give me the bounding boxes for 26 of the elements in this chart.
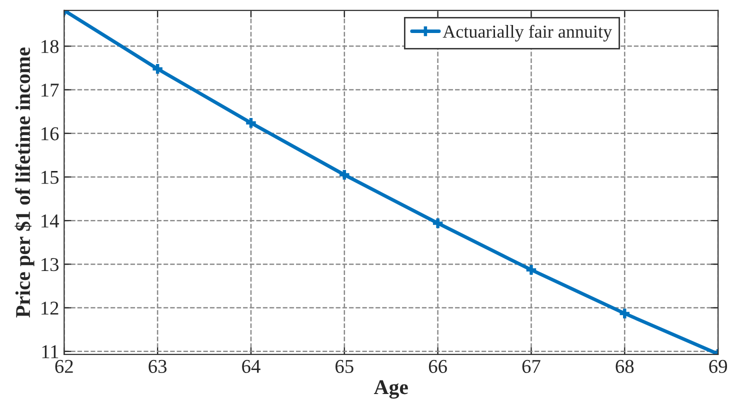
y-tick-label: 16 [42, 127, 59, 140]
x-tick-label: 66 [428, 360, 447, 373]
x-tick-label: 63 [148, 360, 167, 373]
legend-label: Actuarially fair annuity [442, 24, 612, 42]
y-tick-label: 11 [42, 345, 58, 358]
y-tick-label: 13 [42, 258, 59, 272]
y-tick-label: 12 [42, 302, 58, 315]
y-tick-label: 14 [42, 214, 59, 228]
point [152, 64, 162, 74]
x-tick-label: 67 [522, 360, 540, 373]
y-tick-label: 17 [42, 84, 59, 97]
point [246, 118, 256, 128]
x-tick-label: 69 [709, 360, 727, 373]
x-tick-label: 68 [616, 360, 634, 373]
line-series [64, 10, 718, 354]
x-axis-title: Age [374, 380, 408, 399]
point [620, 308, 630, 318]
y-tick-label: 18 [42, 40, 59, 54]
x-tick-label: 62 [55, 360, 73, 373]
x-tick-label: 65 [336, 360, 354, 373]
point [526, 265, 536, 275]
point [340, 170, 350, 180]
y-tick-label: 15 [42, 170, 59, 184]
point [432, 218, 443, 228]
x-tick-label: 64 [242, 360, 260, 373]
y-axis-title: Price per $1 of lifetime income [14, 48, 34, 318]
